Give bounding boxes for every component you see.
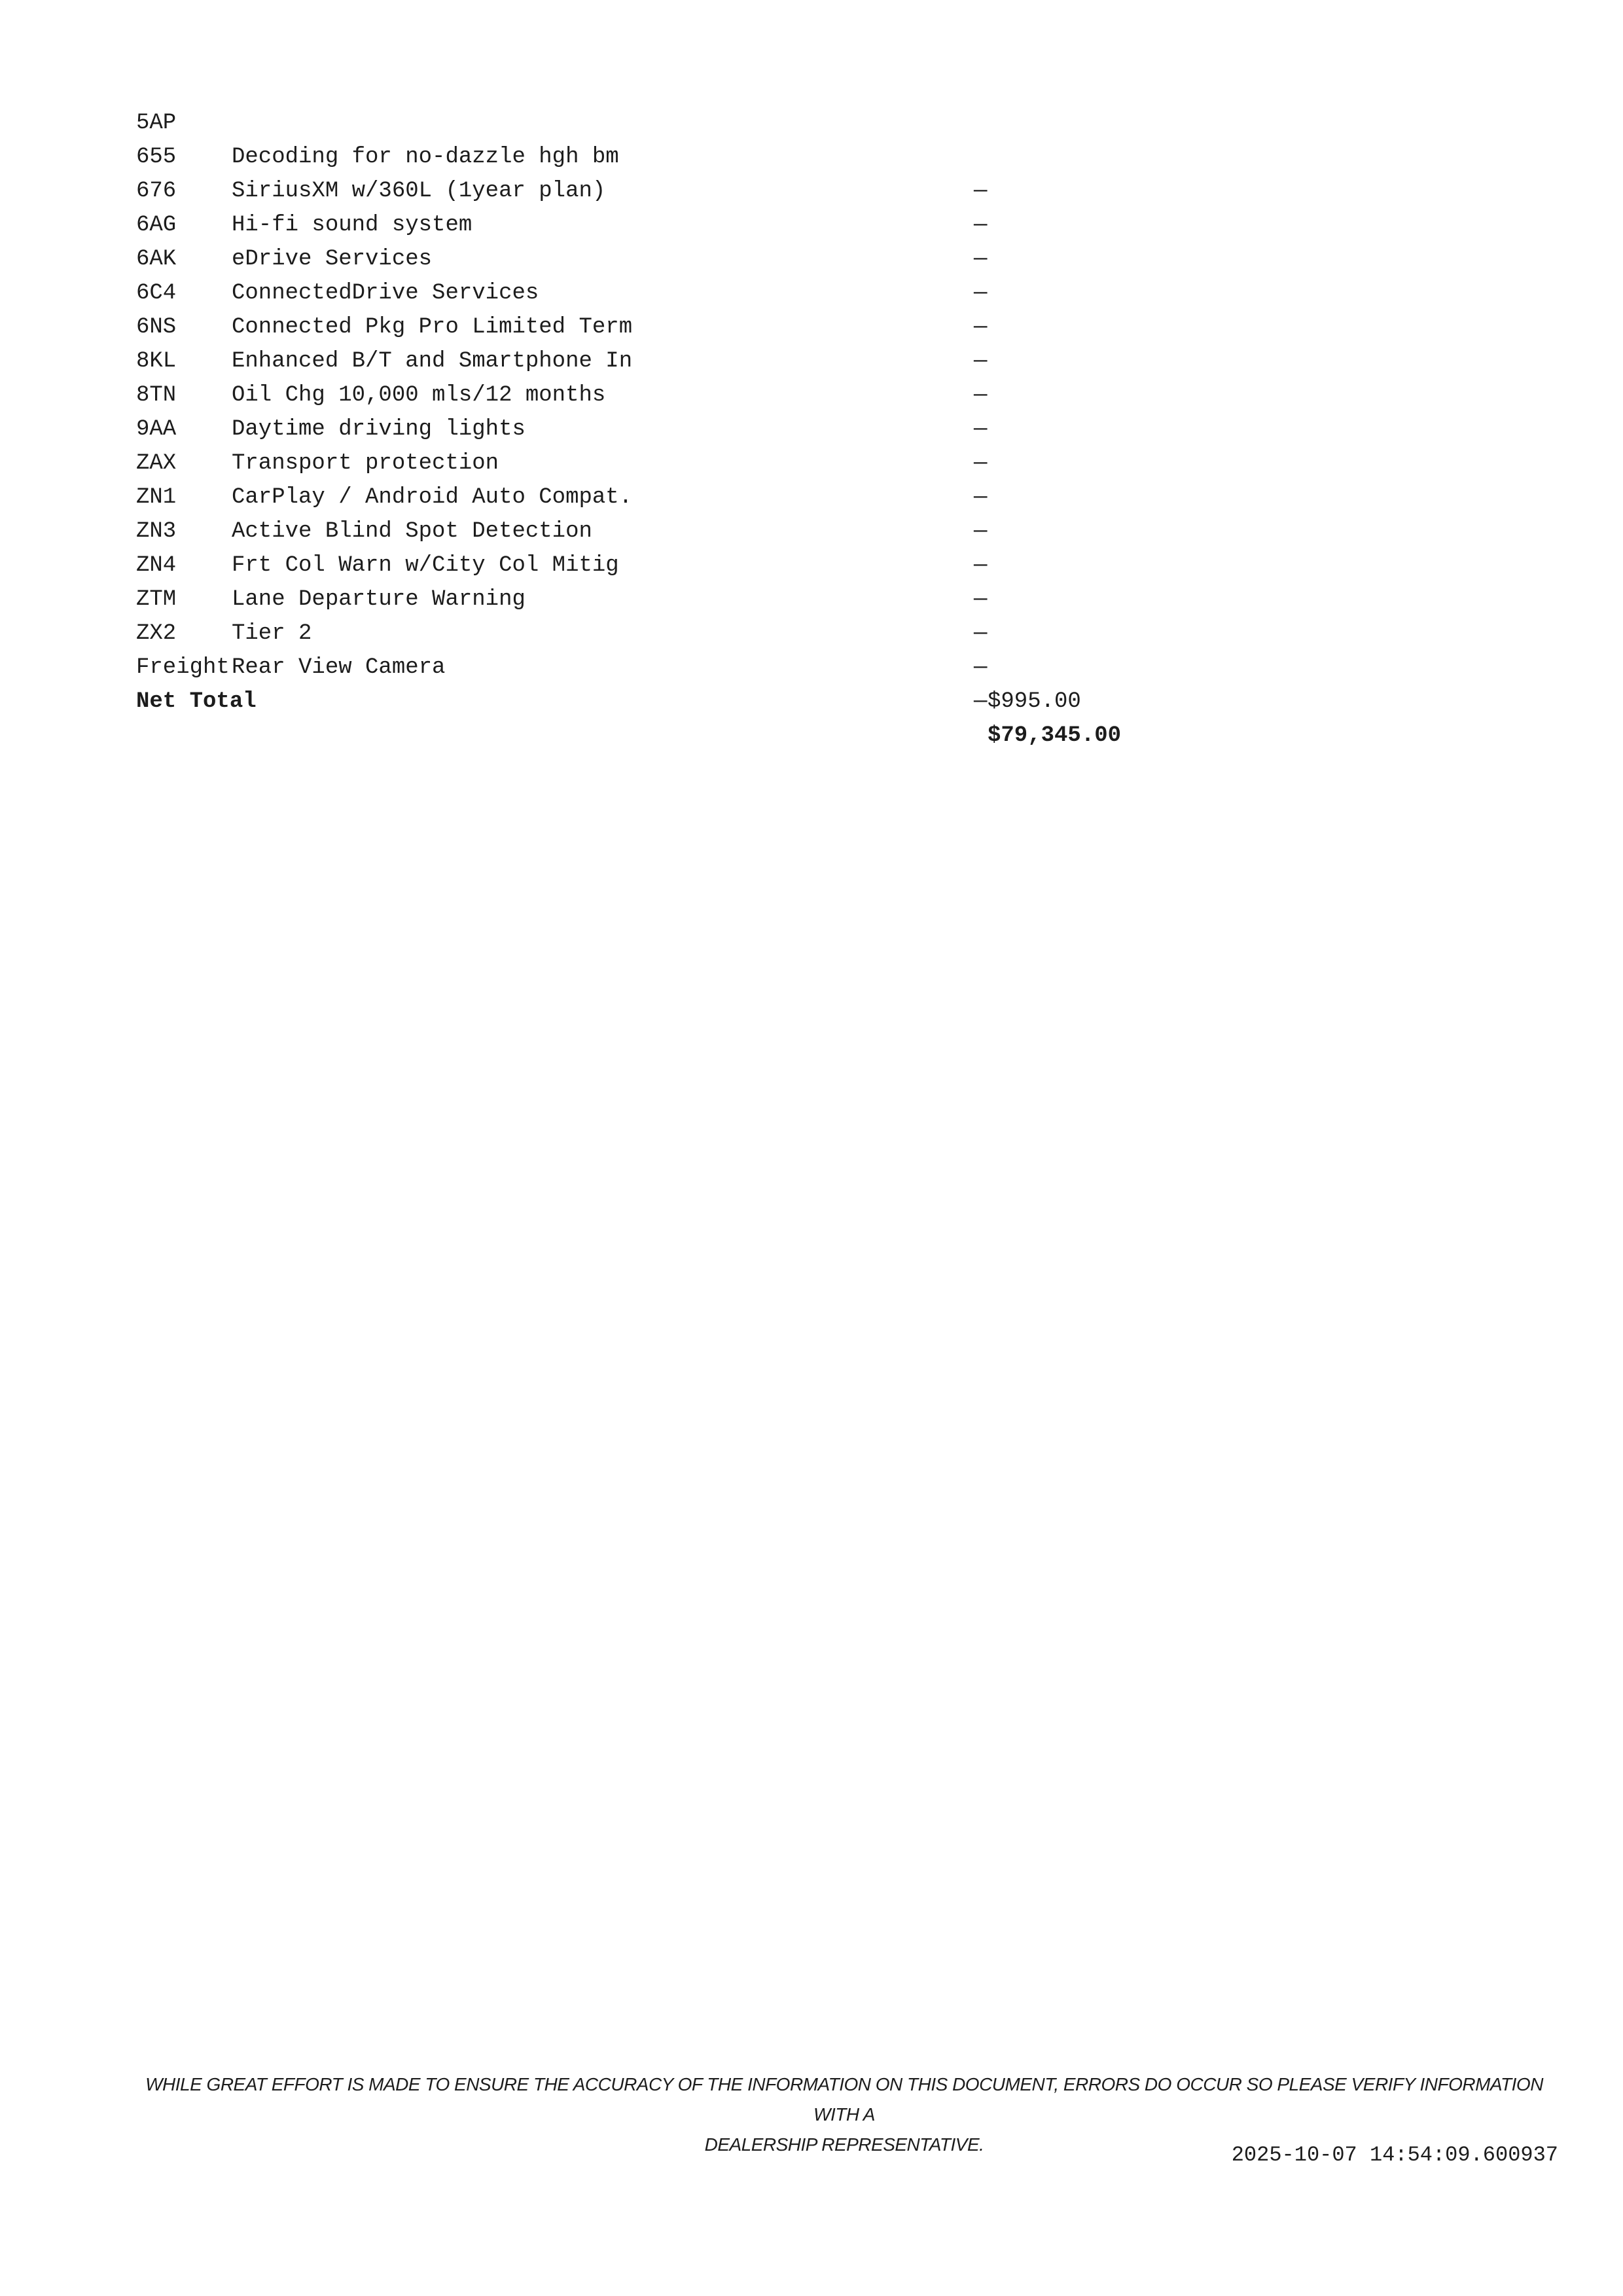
option-price: — [974,315,988,340]
option-description: Transport protection [232,451,499,476]
footer-disclaimer: WHILE GREAT EFFORT IS MADE TO ENSURE THE… [131,2070,1558,2160]
option-row: 676 Hi-fi sound system — [0,140,1623,272]
option-row: 8TN Daytime driving lights — [0,344,1623,476]
option-price: — [974,689,988,714]
option-row: 6NS Enhanced B/T and Smartphone In — [0,276,1623,408]
option-row: 5AP Decoding for no-dazzle hgh bm — [0,72,1623,204]
option-price: — [974,247,988,272]
option-code: 6C4 [136,281,177,306]
option-row: 655 SiriusXM w/360L (1year plan) — [0,106,1623,238]
option-code: 5AP [136,111,177,135]
freight-label: Freight [136,655,230,680]
option-row: 6AK ConnectedDrive Services — [0,208,1623,340]
footer-disclaimer-line1: WHILE GREAT EFFORT IS MADE TO ENSURE THE… [145,2074,1543,2125]
freight-value: $995.00 [988,689,1081,714]
option-price: — [974,213,988,238]
option-price: — [974,519,988,544]
option-code: 655 [136,145,177,170]
option-description: Oil Chg 10,000 mls/12 months [232,383,606,408]
option-price: — [974,485,988,510]
option-description: Hi-fi sound system [232,213,473,238]
option-code: ZX2 [136,621,177,646]
option-price: — [974,587,988,612]
option-code: ZN1 [136,485,177,510]
option-rows-group: 5AP Decoding for no-dazzle hgh bm — 655 … [0,72,1623,714]
option-code: ZTM [136,587,177,612]
option-price: — [974,655,988,680]
option-description: Connected Pkg Pro Limited Term [232,315,633,340]
option-price: — [974,281,988,306]
option-description: Enhanced B/T and Smartphone In [232,349,633,374]
option-row: ZN4 Lane Departure Warning — [0,514,1623,646]
option-price: — [974,451,988,476]
option-price: — [974,349,988,374]
option-description: Daytime driving lights [232,417,526,442]
option-price: — [974,383,988,408]
option-code: ZN4 [136,553,177,578]
option-description: ConnectedDrive Services [232,281,539,306]
net-total-value: $79,345.00 [988,723,1122,748]
option-description: Lane Departure Warning [232,587,526,612]
option-price: — [974,417,988,442]
net-total-row: Net Total $79,345.00 [0,651,1623,748]
option-code: 676 [136,179,177,204]
option-description: Active Blind Spot Detection [232,519,592,544]
options-list: 5AP Decoding for no-dazzle hgh bm — 655 … [0,72,1623,748]
option-code: 6AK [136,247,177,272]
footer-timestamp: 2025-10-07 14:54:09.600937 [1231,2143,1558,2167]
option-description: eDrive Services [232,247,433,272]
option-row: 6AG eDrive Services — [0,174,1623,306]
option-code: 6AG [136,213,177,238]
option-price: — [974,179,988,204]
option-description: SiriusXM w/360L (1year plan) [232,179,606,204]
option-row: ZX2 Rear View Camera — [0,583,1623,714]
option-code: ZN3 [136,519,177,544]
option-row: 9AA Transport protection — [0,378,1623,510]
option-description: Rear View Camera [232,655,446,680]
footer-disclaimer-line2: DEALERSHIP REPRESENTATIVE. [704,2134,984,2155]
option-code: 8KL [136,349,177,374]
option-row: 8KL Oil Chg 10,000 mls/12 months — [0,310,1623,442]
option-description: CarPlay / Android Auto Compat. [232,485,633,510]
option-code: 6NS [136,315,177,340]
option-price: — [974,553,988,578]
option-row: 6C4 Connected Pkg Pro Limited Term — [0,242,1623,374]
option-description: Tier 2 [232,621,312,646]
option-row: ZN1 Active Blind Spot Detection — [0,446,1623,578]
option-code: 8TN [136,383,177,408]
option-price: — [974,621,988,646]
option-description: Frt Col Warn w/City Col Mitig [232,553,619,578]
option-row: ZTM Tier 2 — [0,548,1623,680]
net-total-label: Net Total [136,689,257,714]
option-row: ZN3 Frt Col Warn w/City Col Mitig — [0,480,1623,612]
option-description: Decoding for no-dazzle hgh bm [232,145,619,170]
option-row: ZAX CarPlay / Android Auto Compat. — [0,412,1623,544]
freight-row: Freight $995.00 [0,617,1623,714]
option-code: ZAX [136,451,177,476]
option-code: 9AA [136,417,177,442]
